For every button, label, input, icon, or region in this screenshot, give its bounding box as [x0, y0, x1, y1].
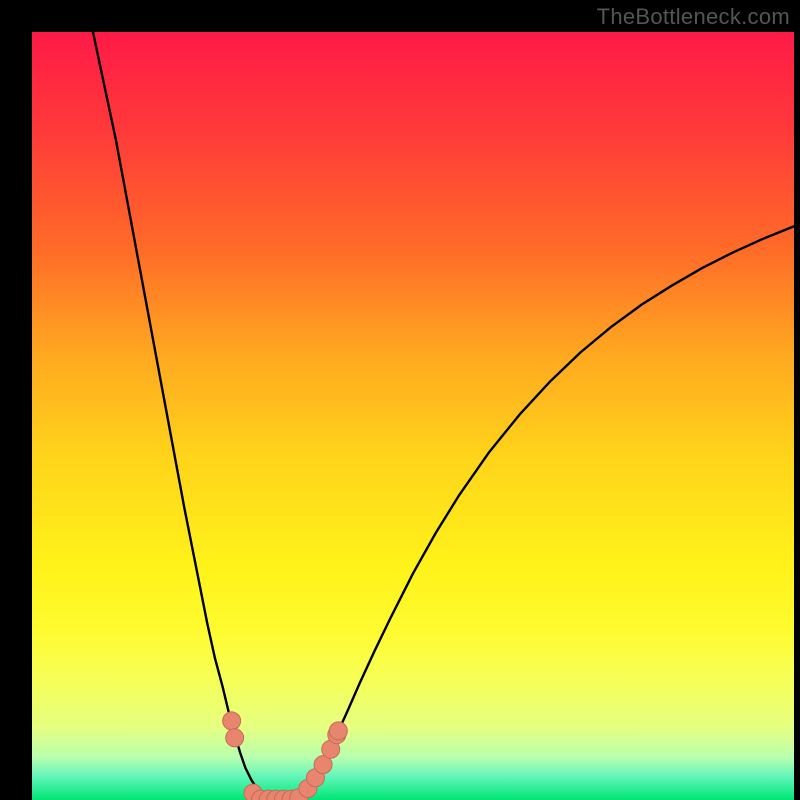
bottleneck-chart [32, 32, 794, 800]
data-marker [329, 722, 347, 740]
data-marker [223, 712, 241, 730]
watermark-text: TheBottleneck.com [597, 4, 790, 30]
data-marker [226, 729, 244, 747]
chart-background [32, 32, 794, 800]
chart-svg [32, 32, 794, 800]
